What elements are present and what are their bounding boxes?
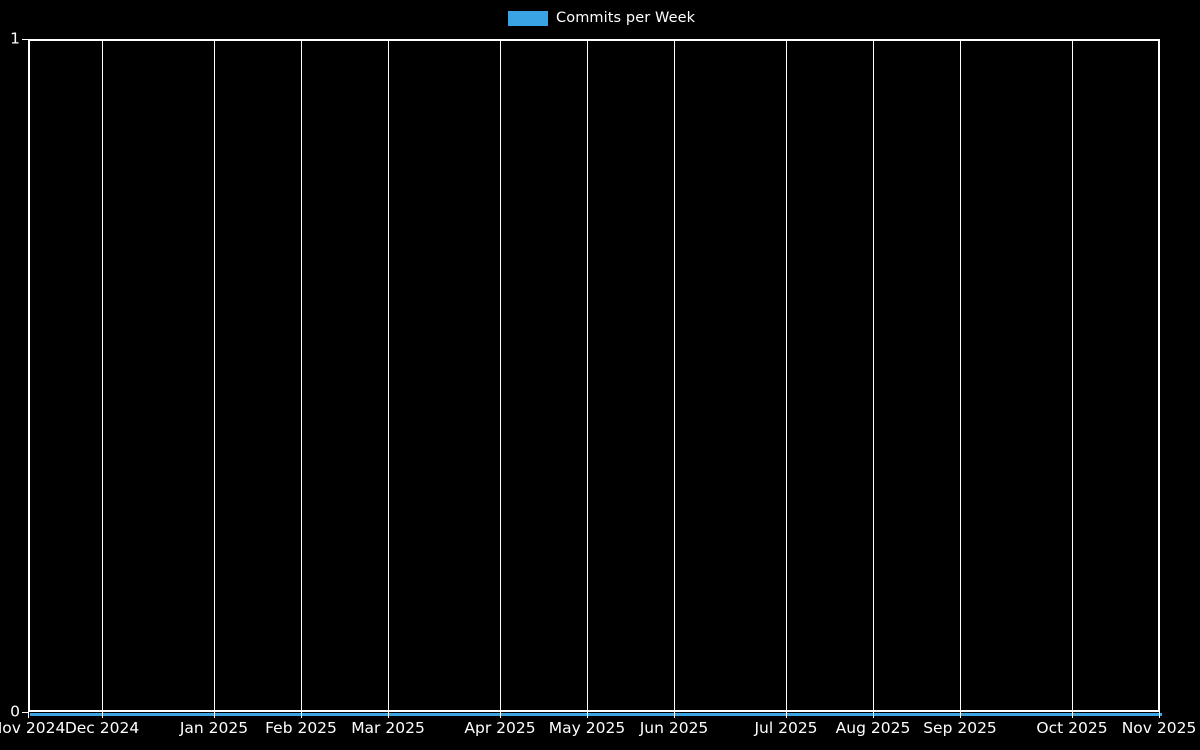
gridline-vertical	[674, 41, 675, 710]
gridline-vertical	[301, 41, 302, 710]
x-tick-label: Feb 2025	[265, 719, 337, 737]
x-tick-label: Dec 2024	[64, 719, 140, 737]
chart-plot-area	[28, 39, 1162, 716]
gridline-vertical	[587, 41, 588, 710]
x-tick-mark	[1072, 712, 1073, 718]
x-tick-mark	[500, 712, 501, 718]
chart-gridlines	[30, 41, 1158, 710]
x-tick-mark	[873, 712, 874, 718]
y-tick-label: 0	[10, 702, 20, 721]
gridline-vertical	[102, 41, 103, 710]
gridline-vertical	[873, 41, 874, 710]
gridline-vertical	[786, 41, 787, 710]
gridline-vertical	[1072, 41, 1073, 710]
x-tick-label: Nov 2024	[0, 719, 66, 737]
x-tick-label: Jan 2025	[179, 719, 249, 737]
x-tick-mark	[786, 712, 787, 718]
x-tick-mark	[674, 712, 675, 718]
x-tick-label: Jul 2025	[754, 719, 818, 737]
legend-label-commits-per-week: Commits per Week	[556, 9, 696, 26]
gridline-vertical	[500, 41, 501, 710]
gridline-vertical	[960, 41, 961, 710]
x-tick-label: Apr 2025	[464, 719, 536, 737]
x-tick-mark	[102, 712, 103, 718]
x-tick-mark	[388, 712, 389, 718]
x-tick-label: Oct 2025	[1036, 719, 1108, 737]
x-tick-mark	[28, 712, 29, 718]
x-tick-label: May 2025	[548, 719, 626, 737]
x-tick-label: Aug 2025	[835, 719, 911, 737]
legend-swatch-commits-per-week	[508, 10, 548, 26]
x-tick-label: Mar 2025	[351, 719, 425, 737]
gridline-vertical	[214, 41, 215, 710]
x-tick-mark	[1159, 712, 1160, 718]
x-tick-label: Sep 2025	[923, 719, 997, 737]
chart-legend: Commits per Week	[508, 8, 695, 28]
gridline-vertical	[388, 41, 389, 710]
x-tick-label: Jun 2025	[639, 719, 709, 737]
x-tick-mark	[587, 712, 588, 718]
x-tick-label: Nov 2025	[1121, 719, 1197, 737]
y-tick-mark	[22, 39, 28, 40]
y-tick-mark	[22, 712, 28, 713]
x-tick-mark	[214, 712, 215, 718]
series-line-commits-per-week	[30, 712, 1162, 716]
y-tick-label: 1	[10, 29, 20, 48]
x-tick-mark	[301, 712, 302, 718]
x-tick-mark	[960, 712, 961, 718]
